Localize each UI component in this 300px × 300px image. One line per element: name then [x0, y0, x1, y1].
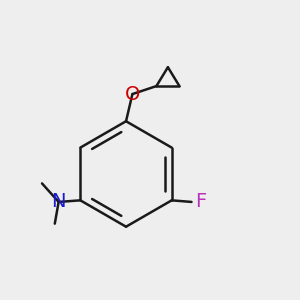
Text: F: F: [195, 192, 207, 212]
Text: N: N: [51, 192, 66, 212]
Text: O: O: [125, 85, 140, 104]
